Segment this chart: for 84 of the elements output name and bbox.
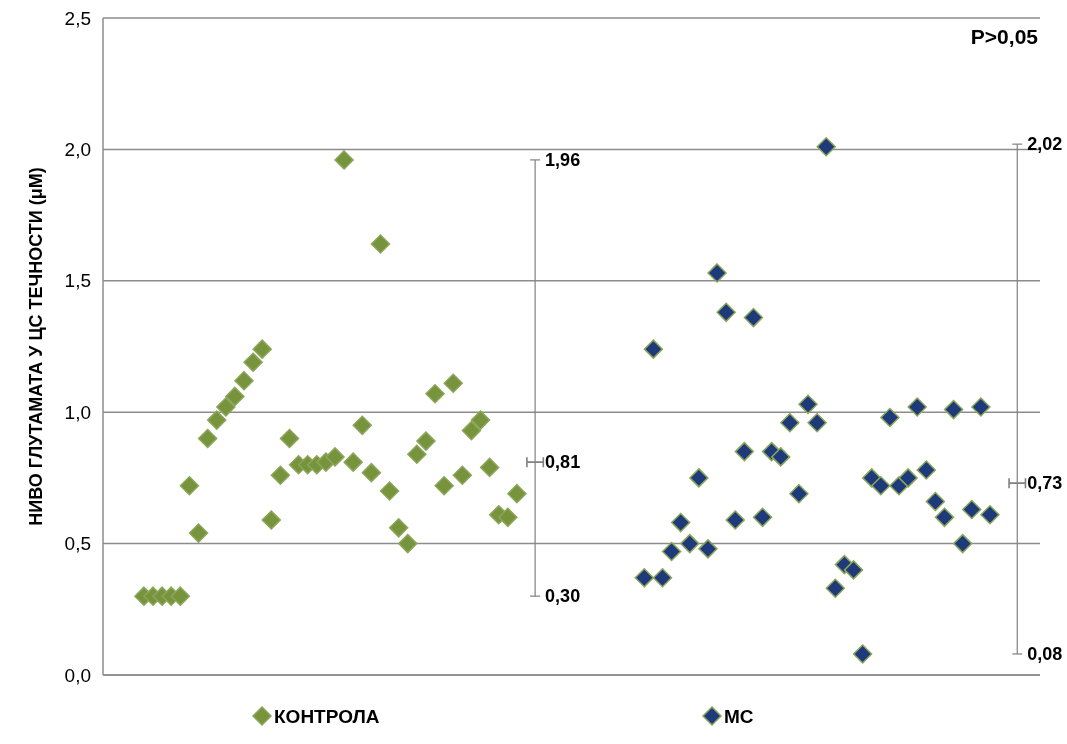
- point: [743, 307, 764, 328]
- point: [770, 447, 791, 467]
- annotation: 2,02: [1027, 134, 1063, 155]
- y-tick-label: 0,5: [64, 533, 91, 555]
- annotation: P>0,05: [970, 25, 1039, 48]
- point: [816, 137, 836, 157]
- point: [416, 431, 436, 451]
- annotation: 1,96: [545, 150, 581, 171]
- point: [916, 460, 937, 480]
- point: [725, 510, 745, 530]
- point: [634, 568, 655, 588]
- point: [325, 447, 345, 467]
- point: [670, 512, 691, 533]
- y-tick-label: 2,0: [64, 139, 91, 161]
- point: [689, 468, 709, 488]
- point: [707, 263, 727, 283]
- point: [943, 399, 964, 420]
- point: [379, 481, 400, 501]
- legend-label: МС: [724, 705, 754, 727]
- point: [170, 586, 191, 606]
- point: [780, 412, 800, 433]
- point: [789, 483, 809, 504]
- point: [934, 507, 955, 528]
- point: [952, 533, 973, 554]
- point: [880, 407, 900, 428]
- y-axis-title: НИВО ГЛУТАМАТА У ЦС ТЕЧНОСТИ (μM): [26, 167, 46, 526]
- point: [434, 476, 454, 496]
- point: [352, 415, 373, 436]
- point: [225, 386, 245, 407]
- point: [370, 234, 391, 254]
- point: [661, 541, 682, 562]
- point: [652, 568, 673, 588]
- point: [980, 504, 1000, 525]
- annotation: 0,81: [545, 452, 581, 473]
- point: [807, 412, 827, 433]
- y-tick-label: 1,5: [64, 270, 91, 292]
- point: [752, 507, 773, 528]
- point: [243, 352, 263, 373]
- point: [852, 644, 873, 664]
- point: [798, 394, 818, 415]
- point: [216, 397, 236, 417]
- point: [734, 441, 755, 462]
- point: [962, 499, 982, 520]
- point: [971, 397, 991, 417]
- point: [470, 410, 491, 430]
- point: [188, 523, 209, 543]
- point: [443, 373, 463, 394]
- point: [252, 339, 272, 359]
- annotation: 0,30: [545, 586, 581, 607]
- point: [334, 150, 354, 170]
- point: [206, 410, 227, 430]
- point: [270, 465, 291, 486]
- point: [452, 465, 473, 486]
- point: [398, 533, 418, 554]
- point: [461, 420, 482, 441]
- y-tick-label: 2,5: [64, 7, 91, 29]
- point: [898, 468, 918, 488]
- point: [843, 560, 864, 580]
- point: [825, 578, 846, 599]
- point: [498, 507, 518, 528]
- point: [925, 491, 946, 512]
- point: [179, 476, 200, 496]
- point: [716, 302, 736, 323]
- point: [234, 370, 254, 391]
- point: [479, 457, 500, 478]
- annotation: 0,73: [1027, 473, 1063, 494]
- point: [407, 444, 427, 464]
- point: [425, 384, 445, 404]
- point: [343, 452, 363, 472]
- point: [388, 518, 409, 538]
- legend-label: КОНТРОЛА: [274, 705, 380, 727]
- point: [261, 510, 282, 530]
- point: [507, 483, 527, 504]
- point: [279, 428, 300, 449]
- point: [643, 339, 664, 359]
- point: [197, 428, 218, 449]
- point: [871, 476, 891, 496]
- y-tick-label: 0,0: [64, 664, 91, 686]
- point: [680, 533, 700, 554]
- point: [361, 462, 382, 483]
- y-tick-label: 1,0: [64, 401, 91, 423]
- point: [907, 397, 927, 417]
- point: [698, 539, 718, 559]
- annotation: 0,08: [1027, 644, 1063, 665]
